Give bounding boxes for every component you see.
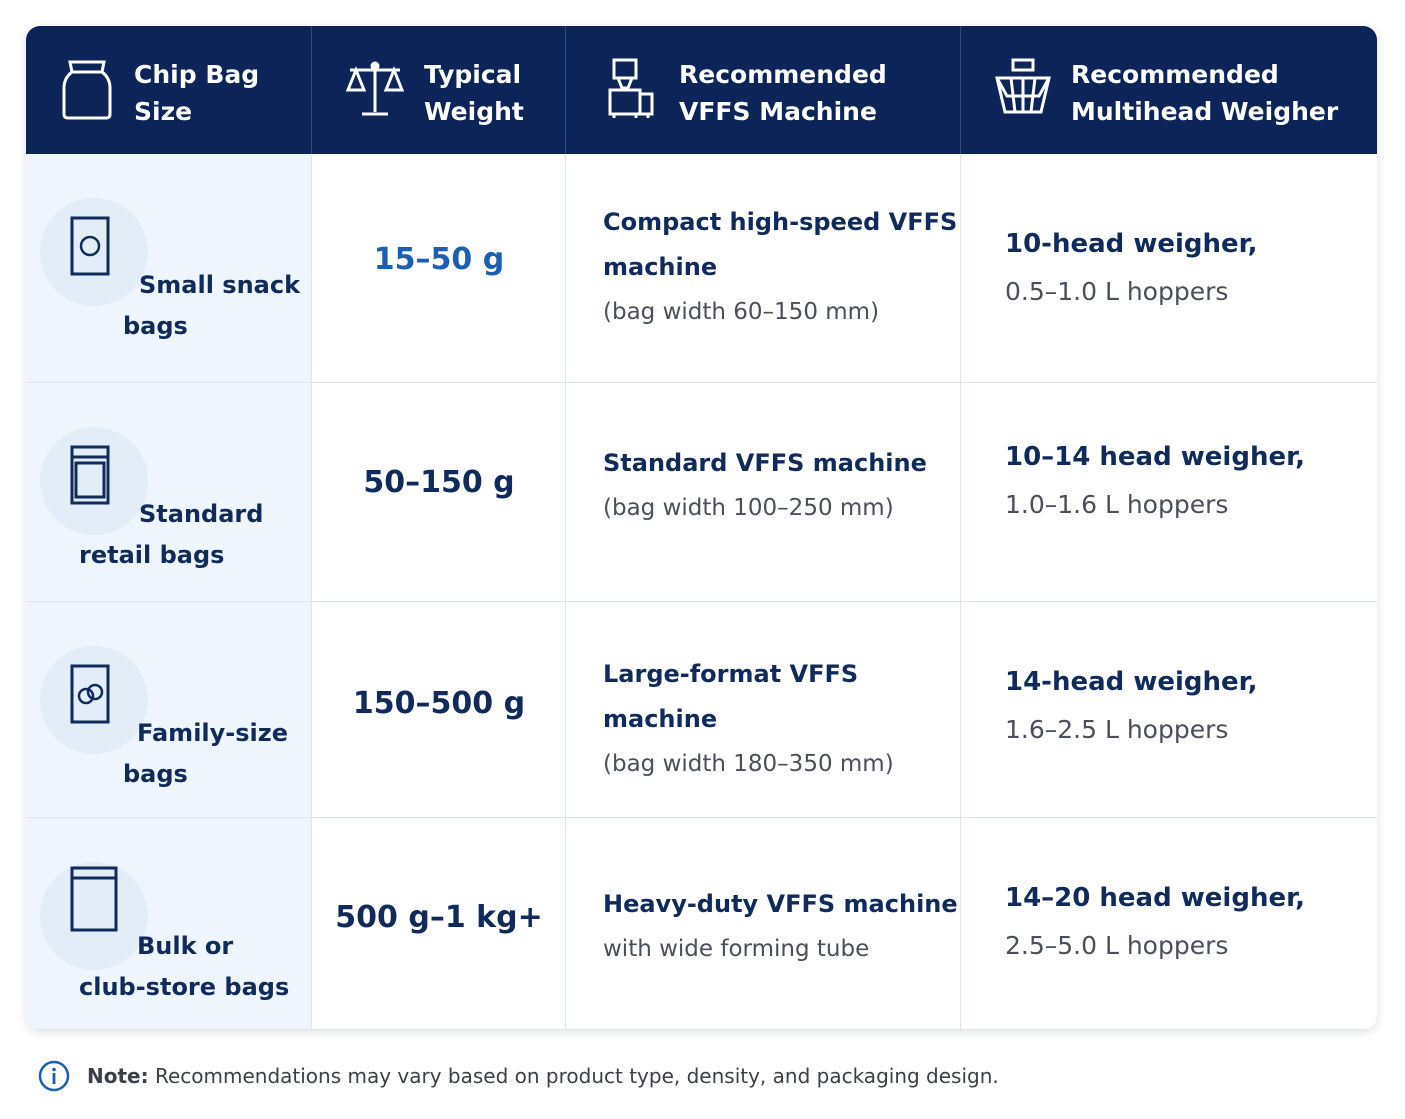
bag-icon — [70, 866, 118, 932]
weight: 500 g–1 kg+ — [335, 900, 543, 935]
size-label: Family-size — [137, 719, 289, 747]
header-line: Recommended — [679, 60, 887, 89]
weigher: 10–14 head weigher, 1.0–1.6 L hoppers — [1005, 433, 1305, 529]
table: Chip Bag Size Typical Weight Recommended VF… — [26, 26, 1377, 1030]
icon-circle — [40, 427, 148, 535]
machine-title: Compact high-speed VFFS — [603, 208, 958, 236]
machine-title: Standard VFFS machine — [603, 449, 927, 477]
weigher-cell: 10–14 head weigher, 1.0–1.6 L hoppers — [961, 383, 1377, 601]
header-line: Recommended — [1071, 60, 1279, 89]
weigher: 10-head weigher, 0.5–1.0 L hoppers — [1005, 220, 1258, 316]
weigher-cell: 14–20 head weigher, 2.5–5.0 L hoppers — [961, 818, 1377, 1029]
machine-cell: Heavy-duty VFFS machine with wide forming… — [566, 818, 961, 1029]
machine-detail: (bag width 100–250 mm) — [603, 495, 894, 521]
size-label: Bulk or — [137, 932, 234, 960]
weigher-title: 14-head weigher, — [1005, 667, 1258, 697]
weight: 150–500 g — [352, 686, 526, 721]
size-cell: Standard retail bags — [26, 383, 312, 601]
bag-icon — [70, 445, 110, 505]
machine: Compact high-speed VFFS machine (bag width… — [603, 200, 957, 335]
table-header: Chip Bag Size Typical Weight Recommended VF… — [26, 26, 1377, 154]
weight-cell: 50–150 g — [312, 383, 566, 601]
header-line: Multihead Weigher — [1071, 97, 1339, 126]
header-line: Size — [134, 97, 193, 126]
size-cell: Bulk or club-store bags — [26, 818, 312, 1029]
header-line: Typical — [424, 60, 522, 89]
header-cell: Chip Bag Size — [26, 26, 312, 154]
weight-cell: 500 g–1 kg+ — [312, 818, 566, 1029]
weigher-icon — [995, 58, 1051, 114]
header-text: Typical Weight — [424, 56, 524, 130]
header-line: VFFS Machine — [679, 97, 877, 126]
note: Note: Recommendations may vary based on … — [38, 1060, 999, 1092]
header-cell: Recommended Multihead Weigher — [961, 26, 1377, 154]
size-cell: Family-size bags — [26, 602, 312, 817]
header-line: Chip Bag — [134, 60, 260, 89]
header-cell: Typical Weight — [312, 26, 566, 154]
weigher-title: 10-head weigher, — [1005, 229, 1258, 259]
scale-icon — [345, 61, 405, 116]
weigher-detail: 1.6–2.5 L hoppers — [1005, 715, 1229, 744]
size-label: bags — [123, 760, 188, 788]
machine-detail: (bag width 60–150 mm) — [603, 299, 880, 325]
icon-circle — [40, 198, 148, 306]
size-cell: Small snack bags — [26, 154, 312, 382]
weigher-detail: 1.0–1.6 L hoppers — [1005, 490, 1229, 519]
size-label: Standard — [139, 500, 264, 528]
weight: 15–50 g — [373, 242, 505, 277]
weigher-title: 14–20 head weigher, — [1005, 883, 1305, 913]
machine: Heavy-duty VFFS machine with wide forming… — [603, 882, 958, 972]
weigher: 14-head weigher, 1.6–2.5 L hoppers — [1005, 658, 1258, 754]
bag-icon — [62, 60, 112, 120]
bag-icon — [70, 664, 110, 724]
weight-cell: 150–500 g — [312, 602, 566, 817]
machine: Large-format VFFS machine (bag width 180–… — [603, 652, 960, 787]
weigher-detail: 2.5–5.0 L hoppers — [1005, 931, 1229, 960]
size-label: bags — [123, 312, 188, 340]
machine-title: Heavy-duty VFFS machine — [603, 890, 958, 918]
size-label: retail bags — [79, 541, 225, 569]
bag-icon — [70, 216, 110, 276]
header-cell: Recommended VFFS Machine — [566, 26, 961, 154]
note-label: Note: — [87, 1064, 149, 1088]
weigher-cell: 14-head weigher, 1.6–2.5 L hoppers — [961, 602, 1377, 817]
size-label: club-store bags — [79, 973, 290, 1001]
table-row: Bulk or club-store bags 500 g–1 kg+ Heavy-d… — [26, 818, 1377, 1030]
note-text: Recommendations may vary based on produc… — [154, 1064, 999, 1088]
header-text: Recommended VFFS Machine — [679, 56, 887, 130]
header-text: Recommended Multihead Weigher — [1071, 56, 1338, 130]
table-row: Family-size bags 150–500 g Large-format VFF… — [26, 602, 1377, 818]
info-icon — [38, 1060, 70, 1092]
weight: 50–150 g — [363, 465, 515, 500]
size-label: Small snack — [139, 271, 301, 299]
weigher-detail: 0.5–1.0 L hoppers — [1005, 277, 1229, 306]
header-line: Weight — [424, 97, 524, 126]
weight-cell: 15–50 g — [312, 154, 566, 382]
machine-cell: Standard VFFS machine (bag width 100–250 … — [566, 383, 961, 601]
table-row: Standard retail bags 50–150 g Standard VFFS… — [26, 383, 1377, 602]
machine: Standard VFFS machine (bag width 100–250 … — [603, 441, 927, 531]
machine-detail: with wide forming tube — [603, 936, 870, 962]
weigher: 14–20 head weigher, 2.5–5.0 L hoppers — [1005, 874, 1305, 970]
table-row: Small snack bags 15–50 g Compact high-speed… — [26, 154, 1377, 383]
header-text: Chip Bag Size — [134, 56, 259, 130]
machine-title: Large-format VFFS machine — [603, 660, 859, 733]
machine-detail: (bag width 180–350 mm) — [603, 751, 894, 777]
icon-circle — [40, 862, 148, 970]
machine-title: machine — [603, 253, 718, 281]
machine-cell: Large-format VFFS machine (bag width 180–… — [566, 602, 961, 817]
weigher-cell: 10-head weigher, 0.5–1.0 L hoppers — [961, 154, 1377, 382]
weigher-title: 10–14 head weigher, — [1005, 442, 1305, 472]
machine-cell: Compact high-speed VFFS machine (bag width… — [566, 154, 961, 382]
machine-icon — [608, 58, 654, 118]
